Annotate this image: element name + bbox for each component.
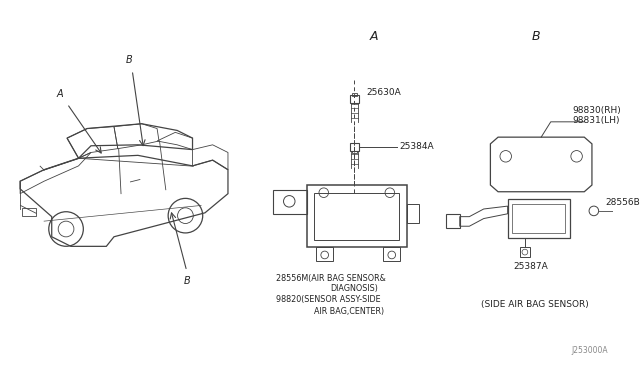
Bar — [22, 208, 36, 216]
Bar — [307, 185, 407, 247]
Text: J253000A: J253000A — [572, 346, 608, 355]
Text: DIAGNOSIS): DIAGNOSIS) — [330, 284, 378, 293]
Bar — [351, 93, 357, 96]
Text: B: B — [184, 276, 190, 286]
Text: B: B — [532, 30, 541, 43]
Bar — [513, 204, 565, 233]
Bar — [349, 95, 359, 103]
Bar — [407, 204, 419, 223]
Text: A: A — [56, 89, 63, 99]
Bar — [314, 193, 399, 240]
Bar — [316, 247, 333, 261]
Text: 25387A: 25387A — [513, 262, 548, 271]
Bar — [446, 214, 460, 228]
Text: 28556M(AIR BAG SENSOR&: 28556M(AIR BAG SENSOR& — [276, 274, 386, 283]
Text: (SIDE AIR BAG SENSOR): (SIDE AIR BAG SENSOR) — [481, 300, 589, 309]
Bar — [349, 143, 359, 151]
Text: 98830(RH): 98830(RH) — [573, 106, 621, 115]
Bar — [351, 151, 357, 153]
Bar — [520, 247, 530, 257]
Bar — [383, 247, 401, 261]
Text: 98820(SENSOR ASSY-SIDE: 98820(SENSOR ASSY-SIDE — [276, 295, 380, 304]
Text: 25384A: 25384A — [399, 142, 434, 151]
Text: B: B — [126, 55, 132, 65]
Bar — [508, 199, 570, 238]
Text: A: A — [369, 30, 378, 43]
Text: 98831(LH): 98831(LH) — [573, 116, 620, 125]
Text: 28556B: 28556B — [605, 198, 640, 207]
Text: 25630A: 25630A — [366, 88, 401, 97]
Text: AIR BAG,CENTER): AIR BAG,CENTER) — [314, 307, 384, 316]
